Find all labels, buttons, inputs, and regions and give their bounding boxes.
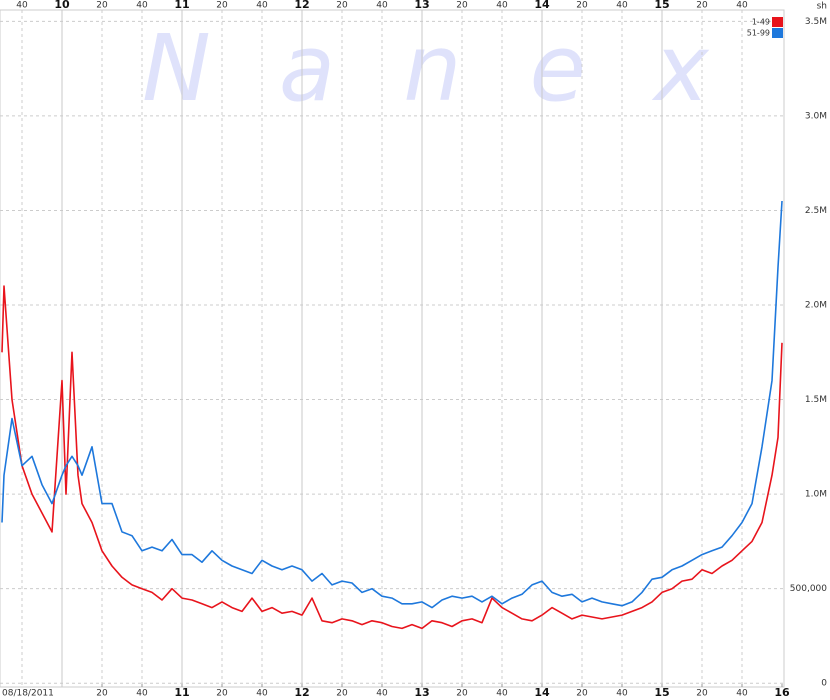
legend-label: 1-49 (752, 18, 770, 27)
top-x-tick-label: 10 (54, 0, 70, 11)
top-x-tick-label: 12 (294, 0, 309, 11)
top-x-tick-label: 40 (16, 1, 28, 11)
y-tick-label: 3.5M (805, 17, 827, 27)
top-x-tick-label: 11 (174, 0, 189, 11)
y-tick-label: 1.5M (805, 395, 827, 405)
x-tick-label: 20 (96, 689, 108, 699)
series-line (1, 285, 783, 630)
top-x-tick-label: 14 (534, 0, 550, 11)
x-tick-label: 12 (294, 686, 309, 699)
x-tick-label: 40 (136, 689, 148, 699)
x-tick-label: 20 (336, 689, 348, 699)
top-x-tick-label: 20 (576, 1, 588, 11)
plot-frame (0, 9, 785, 688)
y-tick-label: 3.0M (805, 111, 827, 121)
top-x-tick-label: 20 (216, 1, 228, 11)
legend-label: 51-99 (747, 29, 770, 38)
x-tick-label: 13 (414, 686, 429, 699)
top-x-tick-label: 20 (96, 1, 108, 11)
x-tick-label: 16 (774, 686, 790, 699)
y-tick-label: 1.0M (805, 490, 827, 500)
legend-swatch (772, 17, 783, 27)
y-tick-label: 0 (821, 679, 827, 689)
x-tick-label: 15 (654, 686, 669, 699)
x-tick-label: 11 (174, 686, 189, 699)
top-x-tick-label: 40 (376, 1, 388, 11)
y-tick-label: 2.5M (805, 206, 827, 216)
x-tick-label: 20 (576, 689, 588, 699)
top-x-tick-label: 15 (654, 0, 669, 11)
legend-swatch (772, 28, 783, 38)
top-x-tick-label: 20 (336, 1, 348, 11)
top-x-tick-label: 40 (736, 1, 748, 11)
top-x-tick-label: 20 (696, 1, 708, 11)
y-tick-label: 500,000 (790, 584, 827, 594)
top-x-tick-label: 40 (496, 1, 508, 11)
top-x-tick-label: 40 (256, 1, 268, 11)
top-x-tick-label: 13 (414, 0, 429, 11)
y-tick-label: 2.0M (805, 301, 827, 311)
y-unit: sh (817, 2, 827, 12)
x-tick-label: 40 (736, 689, 748, 699)
x-tick-label: 20 (216, 689, 228, 699)
series-line (1, 200, 783, 609)
x-tick-label: 20 (456, 689, 468, 699)
x-tick-label: 40 (616, 689, 628, 699)
x-tick-label: 40 (376, 689, 388, 699)
date-label: 08/18/2011 (2, 689, 54, 699)
x-tick-label: 40 (256, 689, 268, 699)
top-x-tick-label: 40 (136, 1, 148, 11)
x-tick-label: 40 (496, 689, 508, 699)
x-tick-label: 14 (534, 686, 550, 699)
x-tick-label: 20 (696, 689, 708, 699)
top-x-tick-label: 40 (616, 1, 628, 11)
watermark: Nanex (142, 15, 777, 122)
top-x-tick-label: 20 (456, 1, 468, 11)
